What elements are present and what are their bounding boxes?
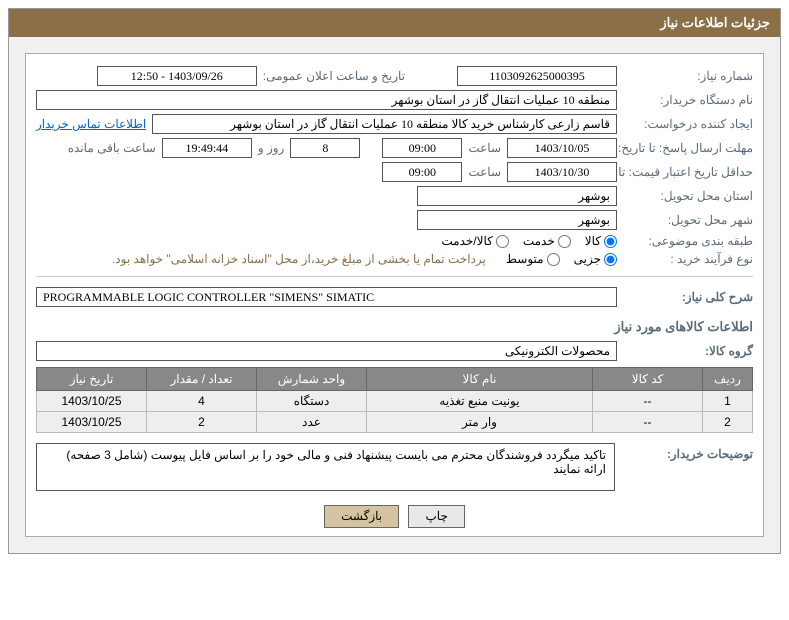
table-row: 1--یونیت منبع تغذیهدستگاه41403/10/25 [37, 391, 753, 412]
table-cell: 2 [147, 412, 257, 433]
th-unit: واحد شمارش [257, 368, 367, 391]
table-row: 2--وار مترعدد21403/10/25 [37, 412, 753, 433]
th-code: کد کالا [593, 368, 703, 391]
contact-link[interactable]: اطلاعات تماس خریدار [36, 117, 146, 131]
th-name: نام کالا [367, 368, 593, 391]
radio-service[interactable]: خدمت [523, 234, 571, 248]
delivery-prov-field[interactable] [417, 186, 617, 206]
th-qty: تعداد / مقدار [147, 368, 257, 391]
deadline-time-field[interactable] [382, 138, 462, 158]
delivery-prov-label: استان محل تحویل: [623, 189, 753, 203]
table-cell: 1403/10/25 [37, 391, 147, 412]
group-label: گروه کالا: [623, 344, 753, 358]
announce-field[interactable] [97, 66, 257, 86]
page-title: جزئیات اطلاعات نیاز [660, 15, 770, 30]
back-button[interactable]: بازگشت [324, 505, 399, 528]
th-need-date: تاریخ نیاز [37, 368, 147, 391]
table-cell: وار متر [367, 412, 593, 433]
announce-label: تاریخ و ساعت اعلان عمومی: [263, 69, 405, 83]
need-no-field[interactable] [457, 66, 617, 86]
requester-field[interactable] [152, 114, 617, 134]
content-area: Asiatender.net شماره نیاز: تاریخ و ساعت … [9, 37, 780, 553]
delivery-city-field[interactable] [417, 210, 617, 230]
need-no-label: شماره نیاز: [623, 69, 753, 83]
buyer-label: نام دستگاه خریدار: [623, 93, 753, 107]
min-valid-time-field[interactable] [382, 162, 462, 182]
table-cell: 1403/10/25 [37, 412, 147, 433]
th-row: ردیف [703, 368, 753, 391]
countdown-field[interactable] [162, 138, 252, 158]
table-cell: عدد [257, 412, 367, 433]
min-valid-date-field[interactable] [507, 162, 617, 182]
category-label: طبقه بندی موضوعی: [623, 234, 753, 248]
table-cell: 1 [703, 391, 753, 412]
process-note: پرداخت تمام یا بخشی از مبلغ خرید،از محل … [112, 252, 486, 266]
min-valid-label: حداقل تاریخ اعتبار قیمت: تا تاریخ: [623, 165, 753, 179]
overview-label: شرح کلی نیاز: [623, 290, 753, 304]
process-label: نوع فرآیند خرید : [623, 252, 753, 266]
buyer-field[interactable] [36, 90, 617, 110]
buyer-notes-box: تاکید میگردد فروشندگان محترم می بایست پی… [36, 443, 615, 491]
category-radio-group: کالا خدمت کالا/خدمت [441, 234, 617, 248]
print-button[interactable]: چاپ [408, 505, 464, 528]
time1-label: ساعت [468, 141, 501, 155]
form-panel: شماره نیاز: تاریخ و ساعت اعلان عمومی: نا… [25, 53, 764, 537]
requester-label: ایجاد کننده درخواست: [623, 117, 753, 131]
deadline-date-field[interactable] [507, 138, 617, 158]
radio-partial[interactable]: جزیی [574, 252, 617, 266]
page-title-bar: جزئیات اطلاعات نیاز [9, 9, 780, 37]
buyer-notes-label: توضیحات خریدار: [623, 443, 753, 461]
remaining-label: ساعت باقی مانده [68, 141, 156, 155]
days-label: روز و [258, 141, 285, 155]
radio-medium[interactable]: متوسط [506, 252, 560, 266]
table-cell: یونیت منبع تغذیه [367, 391, 593, 412]
deadline-label: مهلت ارسال پاسخ: تا تاریخ: [623, 141, 753, 155]
table-cell: 4 [147, 391, 257, 412]
table-cell: دستگاه [257, 391, 367, 412]
main-container: جزئیات اطلاعات نیاز Asiatender.net شماره… [8, 8, 781, 554]
overview-field[interactable] [36, 287, 617, 307]
radio-both[interactable]: کالا/خدمت [441, 234, 508, 248]
time2-label: ساعت [468, 165, 501, 179]
goods-section-title: اطلاعات کالاهای مورد نیاز [36, 319, 753, 335]
days-field[interactable] [290, 138, 360, 158]
process-radio-group: جزیی متوسط [506, 252, 617, 266]
table-cell: -- [593, 391, 703, 412]
group-field[interactable] [36, 341, 617, 361]
radio-goods[interactable]: کالا [585, 234, 617, 248]
goods-table: ردیف کد کالا نام کالا واحد شمارش تعداد /… [36, 367, 753, 433]
table-cell: -- [593, 412, 703, 433]
delivery-city-label: شهر محل تحویل: [623, 213, 753, 227]
button-bar: چاپ بازگشت [36, 505, 753, 528]
table-cell: 2 [703, 412, 753, 433]
